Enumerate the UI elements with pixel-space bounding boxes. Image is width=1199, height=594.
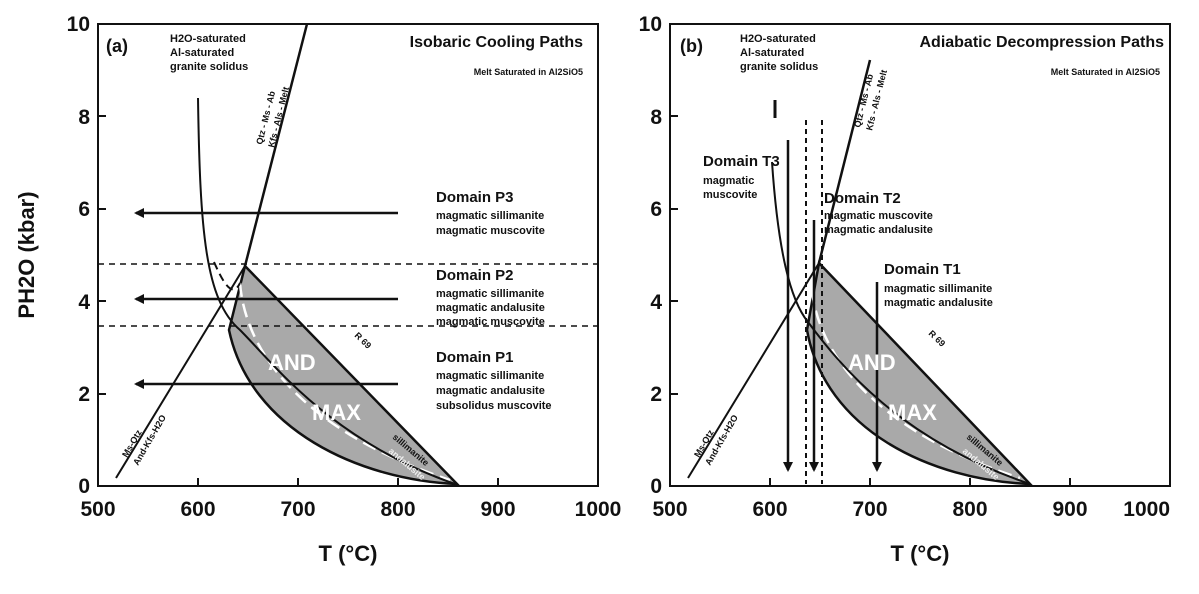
domain-name: Domain T2 [824, 190, 901, 207]
domain-line: magmatic muscovite [824, 210, 933, 222]
x-tick-label: 700 [852, 498, 887, 521]
panel-b-subtitle: Melt Saturated in Al2SiO5 [1051, 67, 1160, 77]
y-tick-label: 4 [78, 291, 90, 314]
panel-a-x-ticks: 500 600 700 800 900 1000 [80, 478, 621, 521]
panel-b-solidus-label-2: Al-saturated [740, 47, 804, 59]
panel-b: 10 8 6 4 2 0 500 600 700 800 900 1000 T … [639, 13, 1171, 566]
y-tick-label: 0 [650, 475, 662, 498]
domain-line: magmatic andalusite [436, 302, 545, 314]
domain-line: magmatic [703, 175, 754, 187]
panel-a-ms-qtz-line [115, 265, 246, 479]
domain-line: magmatic andalusite [436, 385, 545, 397]
x-tick-label: 700 [280, 498, 315, 521]
panel-a-subtitle: Melt Saturated in Al2SiO5 [474, 67, 583, 77]
panel-b-solidus-label-3: granite solidus [740, 61, 818, 73]
panel-b-ms-qtz-line [687, 262, 820, 479]
panel-a: 10 8 6 4 2 0 500 600 700 800 900 1000 T … [14, 13, 621, 566]
y-tick-label: 4 [650, 291, 662, 314]
x-tick-label: 800 [380, 498, 415, 521]
panel-b-title: Adiabatic Decompression Paths [919, 34, 1164, 51]
panel-a-domain-p3: Domain P3 magmatic sillimanite magmatic … [436, 189, 545, 237]
panel-a-title: Isobaric Cooling Paths [410, 34, 583, 51]
domain-line: muscovite [703, 189, 757, 201]
domain-name: Domain P1 [436, 349, 514, 366]
x-axis-label: T (°C) [319, 541, 378, 566]
y-tick-label: 2 [650, 383, 662, 406]
domain-name: Domain T3 [703, 153, 780, 170]
panel-b-frame [669, 23, 1171, 487]
y-tick-label: 10 [67, 13, 90, 36]
domain-line: magmatic sillimanite [436, 210, 544, 222]
panel-a-black-dashed-curve [213, 261, 241, 291]
panel-b-domain-t1: Domain T1 magmatic sillimanite magmatic … [884, 261, 993, 309]
x-axis-label: T (°C) [891, 541, 950, 566]
panel-b-max-label: MAX [888, 400, 937, 425]
panel-a-max-label: MAX [312, 400, 361, 425]
x-tick-label: 900 [480, 498, 515, 521]
panel-b-solidus-label-1: H2O-saturated [740, 33, 816, 45]
panel-a-frame [97, 23, 599, 487]
panel-a-grey-field [227, 263, 461, 486]
domain-line: magmatic sillimanite [884, 283, 992, 295]
panel-b-qtz-ms-line [817, 59, 872, 264]
panel-a-letter: (a) [106, 36, 128, 56]
y-tick-label: 0 [78, 475, 90, 498]
x-tick-label: 600 [180, 498, 215, 521]
domain-line: magmatic sillimanite [436, 370, 544, 382]
domain-line: magmatic sillimanite [436, 288, 544, 300]
y-tick-label: 2 [78, 383, 90, 406]
x-tick-label: 900 [1052, 498, 1087, 521]
panel-a-domain-p2: Domain P2 magmatic sillimanite magmatic … [436, 267, 545, 328]
domain-line: magmatic muscovite [436, 225, 545, 237]
panel-a-and-label: AND [268, 350, 316, 375]
y-axis-label: PH2O (kbar) [14, 191, 39, 318]
panel-a-white-dashed-curve [238, 282, 451, 482]
domain-line: magmatic andalusite [824, 224, 933, 236]
domain-line: magmatic muscovite [436, 316, 545, 328]
x-tick-label: 500 [652, 498, 687, 521]
panel-a-domain-p1: Domain P1 magmatic sillimanite magmatic … [436, 349, 552, 412]
panel-a-qtz-ms-line [243, 23, 309, 267]
panel-b-r69-label: R 69 [927, 328, 948, 348]
panel-b-and-label: AND [848, 350, 896, 375]
panel-a-solidus-curve [197, 97, 456, 485]
domain-line: subsolidus muscovite [436, 400, 552, 412]
panel-b-domain-t2: Domain T2 magmatic muscovite magmatic an… [824, 190, 933, 236]
panel-b-domain-t3: Domain T3 magmatic muscovite [703, 153, 780, 201]
domain-name: Domain P2 [436, 267, 514, 284]
panel-a-y-ticks: 10 8 6 4 2 0 [67, 13, 106, 498]
x-tick-label: 800 [952, 498, 987, 521]
panel-a-solidus-label-1: H2O-saturated [170, 33, 246, 45]
panel-a-solidus-label-3: granite solidus [170, 61, 248, 73]
x-tick-label: 600 [752, 498, 787, 521]
panel-b-x-ticks: 500 600 700 800 900 1000 [652, 478, 1170, 521]
x-tick-label: 500 [80, 498, 115, 521]
panel-b-letter: (b) [680, 36, 703, 56]
x-tick-label: 1000 [1123, 498, 1170, 521]
domain-name: Domain P3 [436, 189, 514, 206]
y-tick-label: 8 [78, 106, 90, 129]
panel-a-solidus-label-2: Al-saturated [170, 47, 234, 59]
y-tick-label: 10 [639, 13, 662, 36]
panel-b-y-ticks: 10 8 6 4 2 0 [639, 13, 678, 498]
y-tick-label: 6 [78, 198, 90, 221]
domain-line: magmatic andalusite [884, 297, 993, 309]
panel-a-r69-label: R 69 [353, 330, 374, 350]
y-tick-label: 8 [650, 106, 662, 129]
x-tick-label: 1000 [575, 498, 622, 521]
domain-name: Domain T1 [884, 261, 961, 278]
y-tick-label: 6 [650, 198, 662, 221]
